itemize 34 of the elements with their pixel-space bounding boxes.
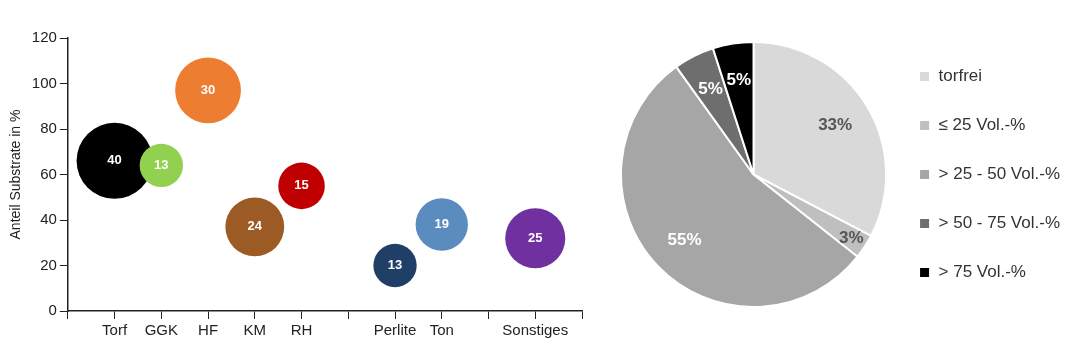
data-label: 19	[434, 216, 450, 232]
legend-label: ≤ 25 Vol.-%	[938, 115, 1026, 135]
x-tick-label: Sonstiges	[502, 321, 569, 339]
y-tick-label: 120	[31, 28, 57, 46]
legend-label: torfrei	[938, 66, 983, 86]
y-tick-label: 20	[40, 255, 57, 273]
data-label: 5%	[726, 69, 752, 89]
data-label: 40	[107, 152, 122, 168]
x-tick-label: RH	[290, 321, 313, 339]
y-axis-title: Anteil Substrate in %	[7, 109, 24, 240]
y-tick-label: 0	[48, 301, 57, 319]
data-label: 13	[154, 156, 169, 172]
y-tick-label: 80	[40, 119, 57, 137]
x-tick-label: Torf	[102, 321, 128, 339]
data-label: 3%	[839, 227, 864, 247]
data-label: 24	[247, 218, 263, 234]
data-label: 5%	[698, 78, 723, 98]
y-tick-label: 40	[40, 210, 57, 228]
data-label: 55%	[667, 230, 702, 250]
legend-label: > 75 Vol.-%	[938, 262, 1026, 282]
y-tick-label: 100	[31, 73, 57, 91]
legend-label: > 25 - 50 Vol.-%	[938, 164, 1061, 184]
data-label: 25	[528, 229, 543, 245]
x-tick-label: HF	[198, 321, 219, 339]
x-tick-label: Perlite	[373, 321, 417, 339]
data-label: 30	[200, 81, 216, 97]
data-label: 33%	[818, 114, 853, 134]
y-tick-label: 60	[40, 164, 57, 182]
x-tick-label: Ton	[429, 321, 454, 339]
x-tick-label: GGK	[144, 321, 178, 339]
legend-label: > 50 - 75 Vol.-%	[938, 213, 1061, 233]
data-label: 13	[387, 257, 403, 273]
data-label: 15	[294, 177, 309, 193]
x-tick-label: KM	[243, 321, 267, 339]
